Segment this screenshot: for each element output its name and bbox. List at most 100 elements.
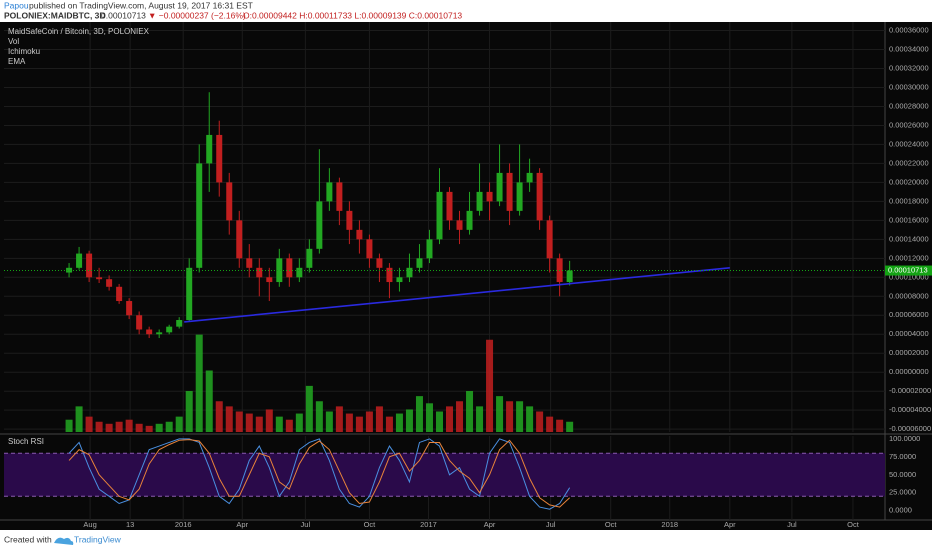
author[interactable]: Papou (4, 0, 29, 10)
volume-bar (305, 385, 313, 432)
volume-bar (115, 421, 123, 432)
volume-bar (275, 416, 283, 432)
volume-bar (65, 419, 73, 432)
candle-body (536, 172, 543, 221)
footer-brand[interactable]: TradingView (74, 534, 122, 544)
volume-bar (476, 406, 484, 432)
candle-body (146, 329, 153, 335)
x-tick-label: 2018 (661, 520, 678, 529)
volume-bar (486, 339, 494, 432)
candle-body (286, 258, 293, 278)
stoch-line (68, 438, 571, 510)
published: published on TradingView.com, August 19,… (29, 0, 253, 10)
candle-body (366, 239, 373, 259)
x-tick-label: Oct (605, 520, 618, 529)
volume-bar (536, 411, 544, 432)
volume-bar (546, 416, 554, 432)
y-tick-label: -0.00004000 (889, 405, 931, 414)
candle-body (246, 258, 253, 268)
volume-bar (385, 416, 393, 432)
volume-bar (235, 411, 243, 432)
symbol: POLONIEX:MAIDBTC, 3D (4, 10, 106, 20)
y-tick-label: 0.0000 (889, 506, 912, 515)
y-tick-label: 0.00028000 (889, 101, 929, 110)
candle-body (86, 253, 93, 278)
candle-body (266, 277, 273, 283)
y-tick-label: 0.00008000 (889, 291, 929, 300)
stoch-line (68, 439, 570, 508)
ohlc: O:0.00009442 H:0.00011733 L:0.00009139 C… (243, 10, 462, 20)
x-tick-label: Jul (787, 520, 797, 529)
last-price-label: 0.00010713 (888, 266, 928, 275)
last-price-box (885, 265, 932, 276)
trend-line (184, 267, 730, 323)
candle-body (176, 320, 183, 327)
y-tick-label: -0.00002000 (889, 386, 931, 395)
candle-body (326, 182, 333, 202)
legend-item: MaidSafeCoin / Bitcoin, 3D, POLONIEX (8, 27, 150, 36)
y-tick-label: 0.00010000 (889, 272, 929, 281)
candle-body (396, 277, 403, 283)
y-tick-label: 100.0000 (889, 434, 920, 443)
candle-body (256, 267, 263, 278)
candle-body (156, 332, 163, 335)
y-tick-label: 0.00006000 (889, 310, 929, 319)
candle-body (106, 279, 113, 287)
candle-body (446, 191, 453, 221)
y-tick-label: 0.00004000 (889, 329, 929, 338)
volume-bar (195, 334, 203, 432)
y-tick-label: 0.00012000 (889, 253, 929, 262)
volume-bar (105, 423, 113, 432)
candle-body (336, 182, 343, 211)
y-tick-label: 0.00000000 (889, 367, 929, 376)
volume-bar (95, 421, 103, 432)
volume-bar (446, 406, 454, 432)
candle-body (416, 258, 423, 268)
volume-bar (456, 401, 464, 432)
y-tick-label: 75.0000 (889, 452, 916, 461)
candle-body (226, 182, 233, 221)
candle-body (546, 220, 553, 259)
pane-title: Stoch RSI (8, 437, 44, 446)
candle-body (236, 220, 243, 259)
candle-body (76, 253, 83, 268)
candle-body (306, 248, 313, 268)
y-tick-label: 0.00030000 (889, 82, 929, 91)
x-tick-label: Aug (83, 520, 96, 529)
candle-body (126, 301, 133, 316)
y-tick-label: 0.00032000 (889, 63, 929, 72)
volume-bar (566, 421, 574, 432)
candle-body (566, 270, 573, 283)
volume-bar (435, 411, 443, 432)
volume-bar (135, 423, 143, 432)
volume-bar (145, 425, 153, 432)
volume-bar (85, 416, 93, 432)
candle-body (346, 210, 353, 230)
y-tick-label: -0.00006000 (889, 424, 931, 433)
price: 0.00010713 (101, 10, 146, 20)
candle-body (516, 182, 523, 211)
x-tick-label: 13 (126, 520, 134, 529)
candle-body (96, 277, 103, 280)
x-tick-label: Apr (236, 520, 248, 529)
candle-body (186, 267, 193, 321)
volume-bar (205, 370, 213, 432)
y-tick-label: 0.00002000 (889, 348, 929, 357)
volume-bar (355, 416, 363, 432)
x-tick-label: 2016 (175, 520, 192, 529)
y-tick-label: 0.00036000 (889, 26, 929, 35)
x-tick-label: Oct (364, 520, 377, 529)
volume-bar (155, 423, 163, 432)
x-tick-label: Jul (546, 520, 556, 529)
volume-bar (415, 396, 423, 432)
volume-bar (245, 413, 253, 432)
candle-body (196, 163, 203, 268)
y-tick-label: 0.00024000 (889, 139, 929, 148)
candle-body (356, 229, 363, 240)
candle-body (316, 201, 323, 249)
candle-body (466, 210, 473, 230)
candle-body (426, 239, 433, 259)
candle-body (486, 191, 493, 202)
volume-bar (365, 411, 373, 432)
